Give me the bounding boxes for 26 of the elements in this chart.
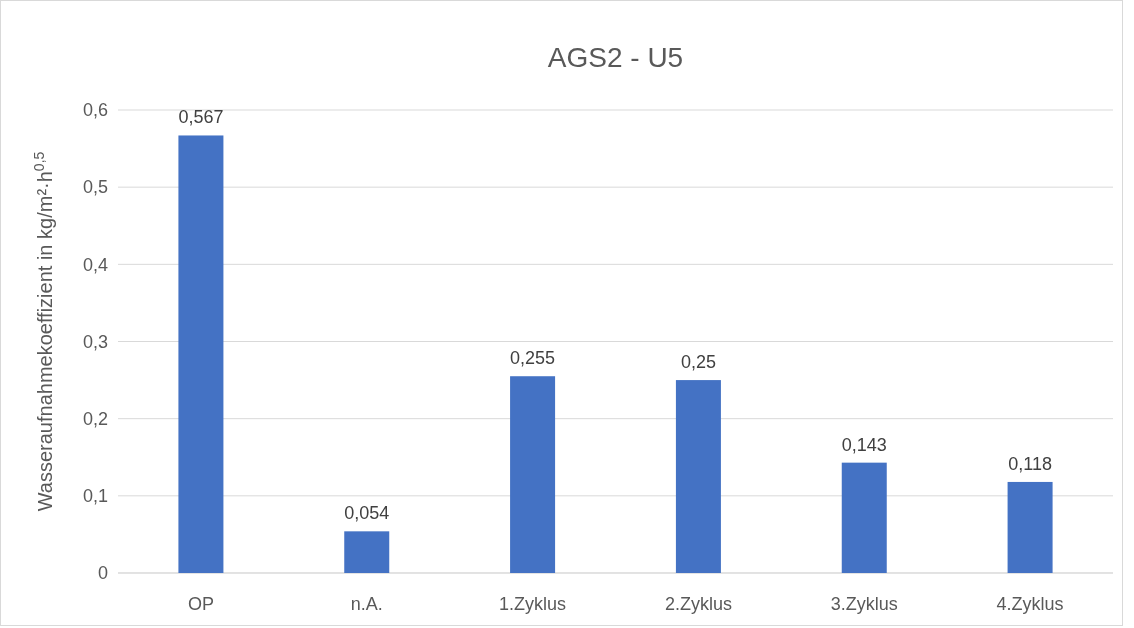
y-tick-label: 0,6	[82, 100, 108, 121]
y-tick-label: 0,2	[82, 408, 108, 429]
x-tick-label: 1.Zyklus	[499, 594, 567, 614]
data-label: 0,143	[841, 434, 887, 455]
data-label: 0,054	[344, 503, 390, 524]
bar	[1007, 481, 1053, 573]
data-label: 0,255	[510, 348, 556, 369]
data-label: 0,567	[178, 107, 224, 128]
bar	[178, 135, 224, 573]
bar	[510, 376, 556, 573]
bar	[841, 462, 887, 573]
x-tick-label: 3.Zyklus	[830, 594, 898, 614]
y-tick-label: 0,5	[82, 177, 108, 198]
bar	[675, 380, 721, 573]
bar	[344, 531, 390, 573]
x-tick-label: OP	[187, 594, 214, 614]
x-tick-label: n.A.	[350, 594, 383, 614]
y-tick-label: 0,3	[82, 331, 108, 352]
chart-title: AGS2 - U5	[547, 42, 684, 73]
data-label: 0,118	[1008, 453, 1052, 474]
y-tick-label: 0,4	[82, 254, 108, 275]
x-tick-label: 2.Zyklus	[664, 594, 732, 614]
y-tick-label: 0,1	[82, 486, 108, 507]
y-tick-label: 0	[97, 563, 108, 584]
data-label: 0,25	[680, 352, 716, 373]
x-tick-label: 4.Zyklus	[996, 594, 1064, 614]
